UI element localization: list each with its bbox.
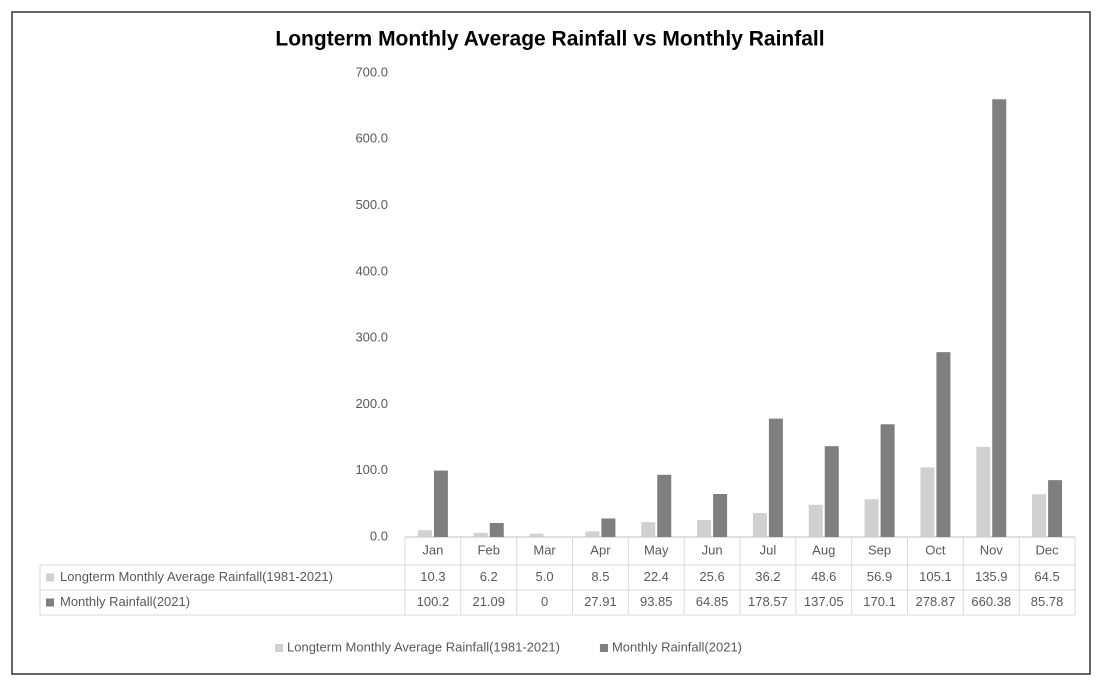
table-value: 25.6	[699, 569, 724, 584]
table-value: 56.9	[867, 569, 892, 584]
bar	[920, 467, 935, 537]
bar	[713, 494, 728, 537]
table-value: 10.3	[420, 569, 445, 584]
x-tick-label: Nov	[980, 542, 1004, 557]
bar	[824, 446, 839, 537]
table-value: 36.2	[755, 569, 780, 584]
table-value: 21.09	[472, 594, 505, 609]
table-legend-key	[46, 598, 54, 607]
bar	[936, 352, 951, 537]
table-value: 178.57	[748, 594, 788, 609]
table-value: 100.2	[417, 594, 450, 609]
bar	[489, 523, 504, 537]
x-tick-label: Sep	[868, 542, 891, 557]
table-value: 93.85	[640, 594, 673, 609]
table-value: 105.1	[919, 569, 952, 584]
y-tick-label: 700.0	[355, 64, 388, 79]
table-row-label: Longterm Monthly Average Rainfall(1981-2…	[60, 569, 333, 584]
y-tick-label: 600.0	[355, 131, 388, 146]
table-value: 660.38	[971, 594, 1011, 609]
table-value: 85.78	[1031, 594, 1064, 609]
y-tick-label: 500.0	[355, 197, 388, 212]
legend-key	[275, 644, 283, 652]
bar	[752, 513, 767, 537]
x-tick-label: Apr	[590, 542, 611, 557]
bar	[808, 504, 823, 537]
table-value: 137.05	[804, 594, 844, 609]
table-value: 0	[541, 594, 548, 609]
x-tick-label: Feb	[478, 542, 500, 557]
bar	[641, 522, 656, 537]
table-value: 278.87	[916, 594, 956, 609]
legend-key	[599, 644, 608, 652]
x-tick-label: Jul	[760, 542, 777, 557]
table-value: 5.0	[536, 569, 554, 584]
bar	[601, 518, 616, 537]
x-tick-label: Oct	[925, 542, 946, 557]
y-tick-label: 200.0	[355, 396, 388, 411]
table-value: 135.9	[975, 569, 1008, 584]
bar	[864, 499, 879, 537]
table-value: 27.91	[584, 594, 617, 609]
x-tick-label: Jun	[702, 542, 723, 557]
y-tick-label: 0.0	[370, 528, 388, 543]
legend-label: Monthly Rainfall(2021)	[612, 639, 742, 654]
bar	[1032, 494, 1047, 537]
bar	[1048, 480, 1063, 537]
chart-title: Longterm Monthly Average Rainfall vs Mon…	[275, 28, 824, 51]
y-tick-label: 300.0	[355, 330, 388, 345]
x-tick-label: Aug	[812, 542, 835, 557]
table-value: 48.6	[811, 569, 836, 584]
bar	[585, 531, 600, 537]
table-value: 6.2	[480, 569, 498, 584]
bar	[417, 530, 432, 537]
bar	[473, 532, 488, 537]
x-tick-label: May	[644, 542, 669, 557]
y-tick-label: 400.0	[355, 263, 388, 278]
legend-label: Longterm Monthly Average Rainfall(1981-2…	[287, 639, 560, 654]
table-value: 22.4	[644, 569, 669, 584]
x-tick-label: Mar	[533, 542, 556, 557]
bar	[657, 474, 672, 537]
chart-frame	[11, 11, 1091, 675]
table-value: 64.5	[1034, 569, 1059, 584]
y-tick-label: 100.0	[355, 462, 388, 477]
x-tick-label: Dec	[1036, 542, 1060, 557]
bar	[697, 520, 712, 537]
bar	[992, 99, 1007, 538]
table-row-label: Monthly Rainfall(2021)	[60, 594, 190, 609]
bar	[529, 533, 544, 537]
bar	[768, 418, 783, 537]
bar	[880, 424, 895, 537]
table-value: 64.85	[696, 594, 729, 609]
table-legend-key	[46, 573, 54, 582]
bar	[433, 470, 448, 537]
table-value: 8.5	[591, 569, 609, 584]
x-tick-label: Jan	[422, 542, 443, 557]
table-value: 170.1	[863, 594, 896, 609]
bar	[976, 446, 991, 537]
